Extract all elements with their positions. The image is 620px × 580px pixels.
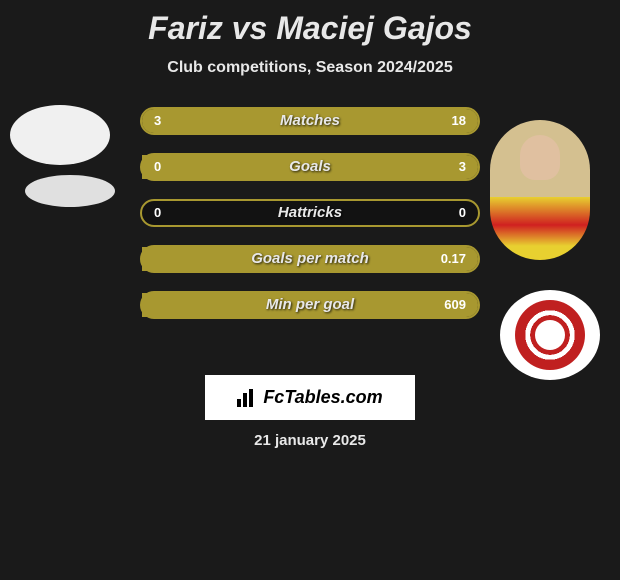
stat-right-value: 18 [452,109,466,133]
stat-right-value: 609 [444,293,466,317]
stat-row: Min per goal609 [140,291,480,319]
comparison-title: Fariz vs Maciej Gajos [0,0,620,47]
stat-label: Hattricks [142,201,478,225]
comparison-subtitle: Club competitions, Season 2024/2025 [0,59,620,77]
stat-label: Matches [142,109,478,133]
stat-row: 0Goals3 [140,153,480,181]
stat-label: Goals [142,155,478,179]
stat-label: Goals per match [142,247,478,271]
stat-right-value: 0.17 [441,247,466,271]
brand-text: FcTables.com [263,387,382,408]
stats-chart: 3Matches180Goals30Hattricks0Goals per ma… [0,107,620,319]
stat-row: 0Hattricks0 [140,199,480,227]
stat-row: Goals per match0.17 [140,245,480,273]
stat-right-value: 3 [459,155,466,179]
stat-label: Min per goal [142,293,478,317]
stat-right-value: 0 [459,201,466,225]
brand-watermark: FcTables.com [205,375,415,420]
stat-row: 3Matches18 [140,107,480,135]
snapshot-date: 21 january 2025 [254,432,366,449]
bars-icon [237,389,259,407]
